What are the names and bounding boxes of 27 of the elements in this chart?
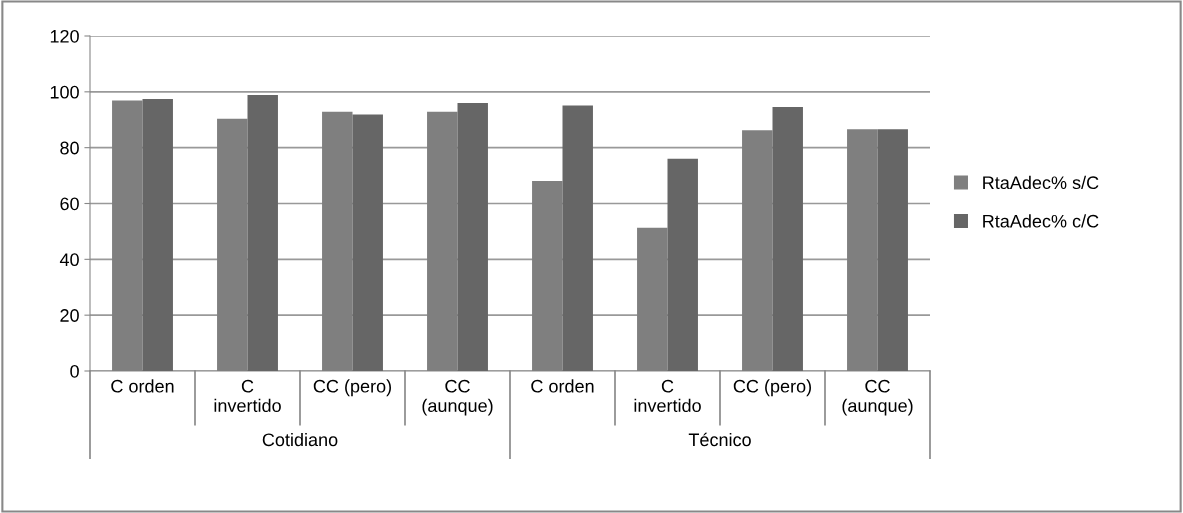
legend-label: RtaAdec% c/C — [983, 214, 1099, 228]
x-tick-label: CC (pero) — [313, 379, 392, 397]
y-tick-label: 120 — [50, 29, 79, 43]
x-tick-label: CC (pero) — [733, 379, 812, 397]
x-tick-label: CC (aunque) — [842, 379, 913, 416]
bar — [772, 106, 803, 371]
x-tick-label: C orden — [531, 379, 594, 393]
y-tick-label: 80 — [60, 141, 79, 155]
y-tick-label: 0 — [70, 364, 79, 378]
x-tick-label: C orden — [111, 379, 174, 393]
y-tick-label: 40 — [59, 253, 79, 267]
bar — [667, 158, 698, 371]
bar — [877, 129, 908, 371]
y-tick-label: 100 — [50, 85, 79, 99]
bar — [142, 99, 173, 371]
x-tick-label: C invertido — [214, 379, 281, 413]
y-tick-label: 60 — [60, 197, 79, 211]
bar — [562, 105, 593, 371]
x-tick-label: CC (aunque) — [422, 379, 493, 416]
bar — [352, 114, 383, 371]
bar — [457, 103, 488, 371]
bar — [247, 94, 278, 371]
x-tick-label: C invertido — [634, 379, 701, 413]
text: Cotidiano — [262, 432, 338, 447]
text: Técnico — [688, 432, 751, 447]
y-tick-label: 20 — [60, 309, 79, 322]
legend-label: RtaAdec% s/C — [983, 175, 1099, 190]
